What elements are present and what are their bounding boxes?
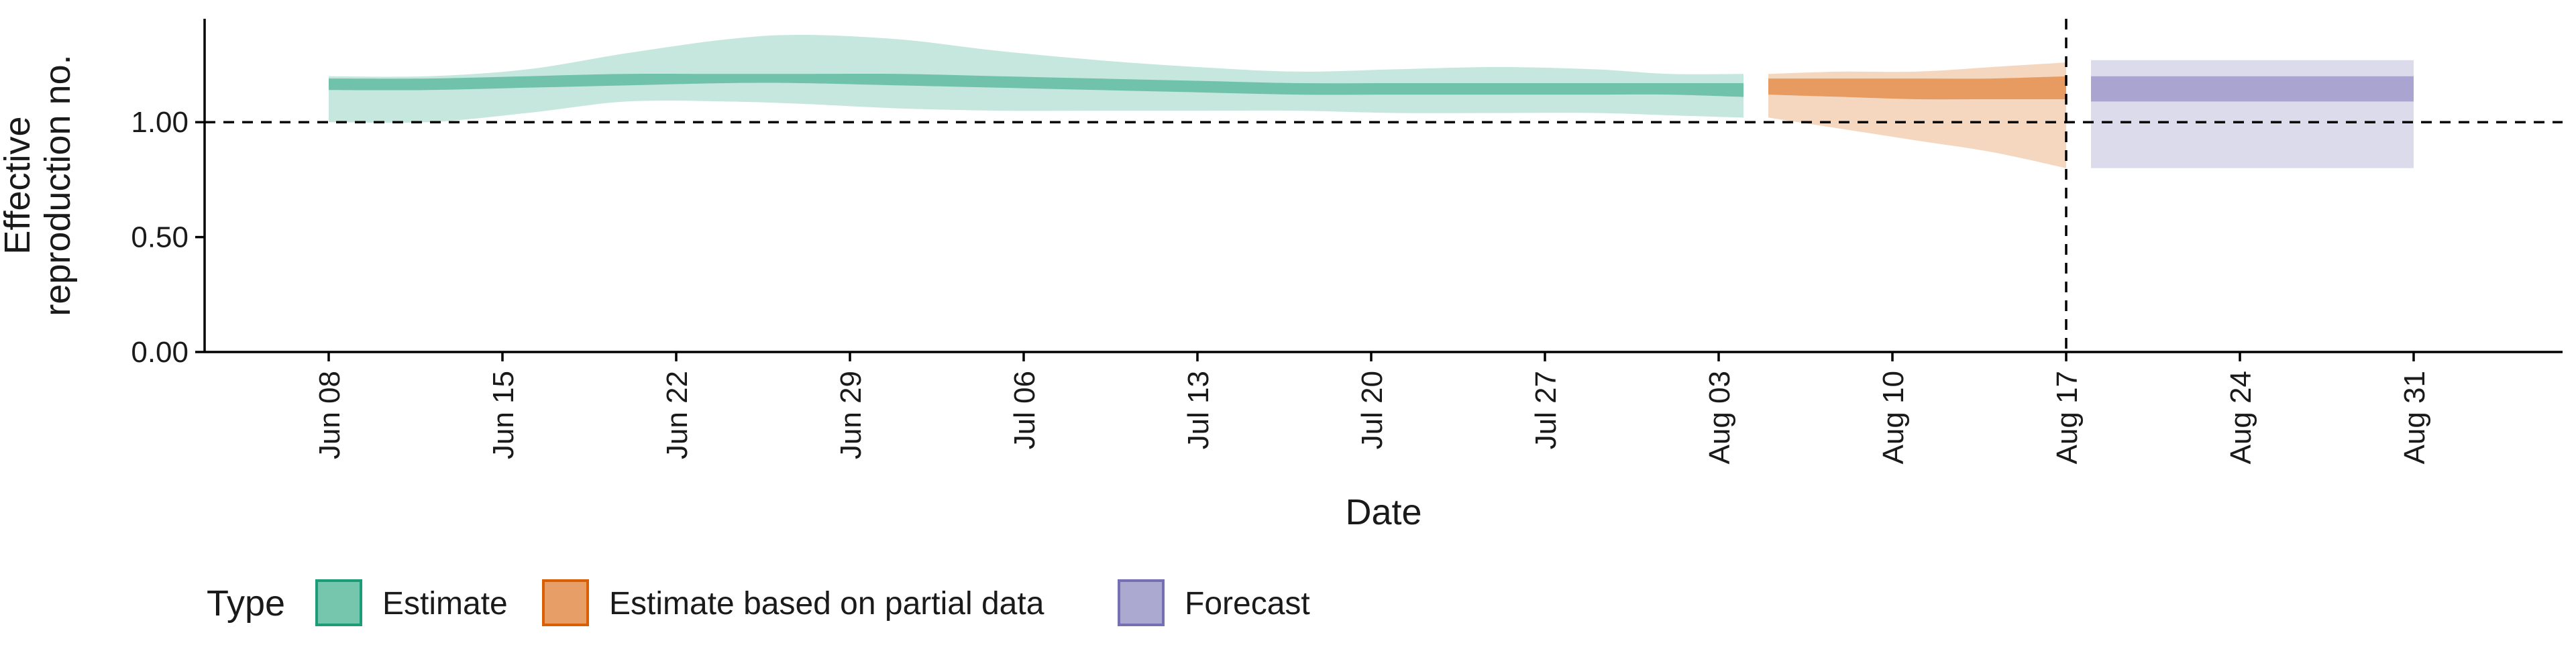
y-axis-title-line: Effective xyxy=(0,116,38,254)
legend: Type Estimate Estimate based on partial da… xyxy=(207,579,1310,626)
x-tick-label: Jul 20 xyxy=(1356,371,1389,449)
x-tick-label: Jul 27 xyxy=(1529,371,1562,449)
axes-layer: 0.00 0.50 1.00 Jun 08 Jun 15 Jun 22 Jun 29 Jul … xyxy=(131,19,2563,464)
x-tick-label: Aug 31 xyxy=(2398,371,2431,464)
legend-title: Type xyxy=(207,583,285,624)
x-tick-label: Aug 17 xyxy=(2051,371,2084,464)
legend-swatch xyxy=(315,579,362,626)
band-50-estimate xyxy=(329,74,1743,97)
x-tick-label: Aug 10 xyxy=(1877,371,1910,464)
legend-swatch xyxy=(1118,579,1165,626)
y-axis-title: Effectivereproduction no. xyxy=(0,54,78,316)
x-tick-label: Jun 29 xyxy=(835,371,867,459)
series-estimate xyxy=(329,35,1743,123)
legend-item-estimate-based-on-partial-data: Estimate based on partial data xyxy=(542,579,1044,626)
legend-label: Forecast xyxy=(1185,586,1310,622)
y-axis-title-line: reproduction no. xyxy=(38,54,78,316)
band-50-forecast xyxy=(2091,76,2414,102)
x-axis-title: Date xyxy=(1345,492,1421,532)
x-tick-label: Jun 22 xyxy=(661,371,694,459)
x-tick-label: Jun 15 xyxy=(487,371,520,459)
y-tick-label: 1.00 xyxy=(131,106,189,139)
legend-label: Estimate based on partial data xyxy=(609,586,1044,622)
x-tick-label: Jun 08 xyxy=(313,371,346,459)
series-estimate-based-on-partial-data xyxy=(1768,62,2066,168)
legend-item-estimate: Estimate xyxy=(315,579,508,626)
legend-label: Estimate xyxy=(382,586,508,622)
legend-item-forecast: Forecast xyxy=(1118,579,1310,626)
legend-swatch xyxy=(542,579,589,626)
series-bands-layer xyxy=(329,35,2414,168)
x-tick-label: Aug 03 xyxy=(1703,371,1736,464)
x-tick-label: Jul 06 xyxy=(1008,371,1041,449)
y-tick-label: 0.00 xyxy=(131,336,189,369)
band-50-estimate-based-on-partial-data xyxy=(1768,76,2066,100)
axis-labels-layer: Date Effectivereproduction no. xyxy=(0,54,1422,532)
x-tick-label: Jul 13 xyxy=(1182,371,1215,449)
x-tick-label: Aug 24 xyxy=(2224,371,2257,464)
series-forecast xyxy=(2091,60,2414,168)
y-tick-label: 0.50 xyxy=(131,221,189,254)
